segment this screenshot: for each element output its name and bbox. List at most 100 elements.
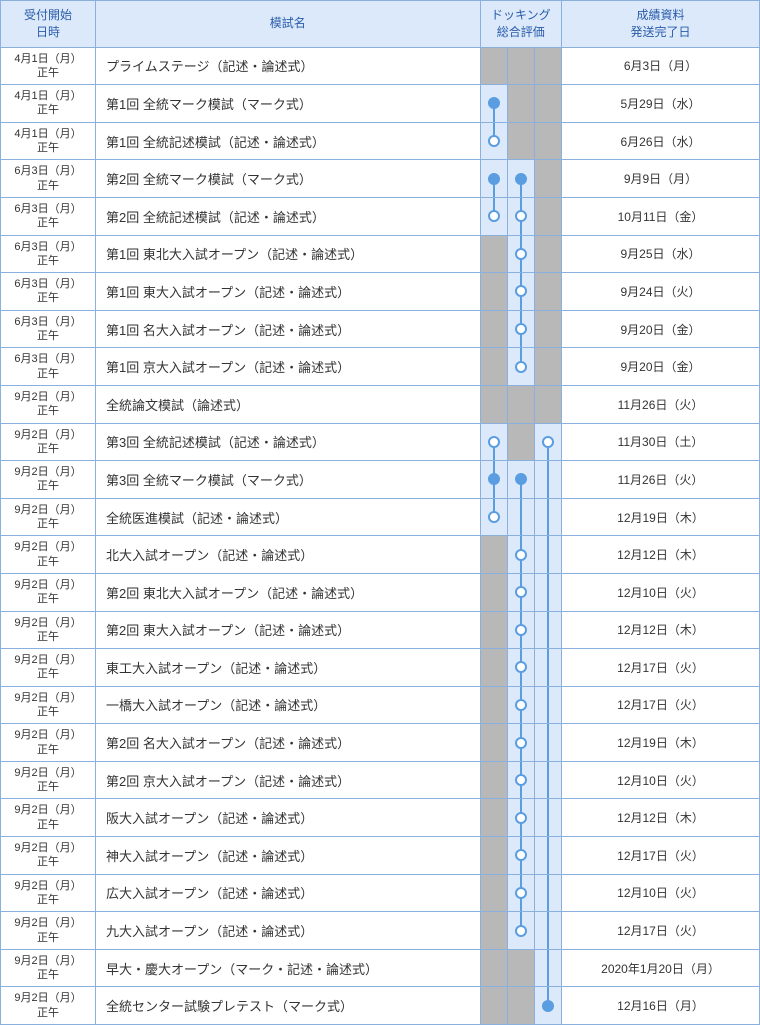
cell-result-date: 9月24日（火）: [562, 273, 760, 311]
docking-cell: [480, 273, 507, 311]
docking-cell: [507, 47, 534, 85]
docking-cell: [507, 310, 534, 348]
docking-cell: [534, 160, 561, 198]
docking-cell: [507, 85, 534, 123]
cell-reception-date: 6月3日（月）正午: [1, 348, 96, 386]
cell-result-date: 10月11日（金）: [562, 197, 760, 235]
docking-cell: [480, 686, 507, 724]
cell-exam-name: 第2回 京大入試オープン（記述・論述式）: [96, 761, 481, 799]
docking-cell: [534, 686, 561, 724]
docking-cell: [507, 724, 534, 762]
docking-cell: [507, 536, 534, 574]
cell-reception-date: 4月1日（月）正午: [1, 85, 96, 123]
cell-reception-date: 9月2日（月）正午: [1, 837, 96, 875]
table-row: 9月2日（月）正午一橋大入試オープン（記述・論述式）12月17日（火）: [1, 686, 760, 724]
cell-reception-date: 9月2日（月）正午: [1, 536, 96, 574]
table-row: 9月2日（月）正午第2回 名大入試オープン（記述・論述式）12月19日（木）: [1, 724, 760, 762]
marker-open-icon: [515, 323, 527, 335]
cell-exam-name: 第2回 東大入試オープン（記述・論述式）: [96, 611, 481, 649]
table-row: 9月2日（月）正午早大・慶大オープン（マーク・記述・論述式）2020年1月20日…: [1, 949, 760, 987]
docking-cell: [480, 536, 507, 574]
cell-reception-date: 9月2日（月）正午: [1, 799, 96, 837]
table-row: 6月3日（月）正午第1回 京大入試オープン（記述・論述式）9月20日（金）: [1, 348, 760, 386]
cell-exam-name: 阪大入試オープン（記述・論述式）: [96, 799, 481, 837]
cell-result-date: 6月3日（月）: [562, 47, 760, 85]
marker-open-icon: [488, 135, 500, 147]
docking-cell: [534, 724, 561, 762]
marker-open-icon: [515, 699, 527, 711]
docking-cell: [534, 649, 561, 687]
docking-cell: [480, 649, 507, 687]
docking-cell: [480, 423, 507, 461]
cell-reception-date: 4月1日（月）正午: [1, 47, 96, 85]
docking-cell: [480, 724, 507, 762]
cell-reception-date: 9月2日（月）正午: [1, 686, 96, 724]
docking-cell: [480, 987, 507, 1025]
table-row: 9月2日（月）正午北大入試オープン（記述・論述式）12月12日（木）: [1, 536, 760, 574]
table-row: 9月2日（月）正午第3回 全統マーク模試（マーク式）11月26日（火）: [1, 461, 760, 499]
header-result: 成績資料発送完了日: [562, 1, 760, 48]
docking-cell: [534, 799, 561, 837]
cell-reception-date: 6月3日（月）正午: [1, 273, 96, 311]
docking-cell: [534, 987, 561, 1025]
cell-reception-date: 9月2日（月）正午: [1, 461, 96, 499]
marker-filled-icon: [515, 173, 527, 185]
cell-exam-name: 九大入試オープン（記述・論述式）: [96, 912, 481, 950]
docking-cell: [507, 987, 534, 1025]
cell-exam-name: プライムステージ（記述・論述式）: [96, 47, 481, 85]
marker-open-icon: [515, 361, 527, 373]
cell-result-date: 11月26日（火）: [562, 385, 760, 423]
cell-result-date: 12月17日（火）: [562, 912, 760, 950]
cell-result-date: 9月9日（月）: [562, 160, 760, 198]
table-row: 9月2日（月）正午第2回 東大入試オープン（記述・論述式）12月12日（木）: [1, 611, 760, 649]
docking-cell: [534, 310, 561, 348]
marker-open-icon: [515, 248, 527, 260]
docking-cell: [534, 385, 561, 423]
cell-exam-name: 広大入試オープン（記述・論述式）: [96, 874, 481, 912]
docking-cell: [507, 912, 534, 950]
cell-reception-date: 9月2日（月）正午: [1, 649, 96, 687]
cell-reception-date: 9月2日（月）正午: [1, 385, 96, 423]
cell-result-date: 12月16日（月）: [562, 987, 760, 1025]
table-row: 9月2日（月）正午全統センター試験プレテスト（マーク式）12月16日（月）: [1, 987, 760, 1025]
marker-open-icon: [488, 210, 500, 222]
docking-cell: [507, 874, 534, 912]
docking-cell: [534, 912, 561, 950]
cell-result-date: 12月12日（木）: [562, 536, 760, 574]
docking-cell: [480, 498, 507, 536]
marker-filled-icon: [542, 1000, 554, 1012]
cell-exam-name: 一橋大入試オープン（記述・論述式）: [96, 686, 481, 724]
docking-cell: [534, 949, 561, 987]
cell-exam-name: 第3回 全統マーク模試（マーク式）: [96, 461, 481, 499]
table-row: 4月1日（月）正午第1回 全統マーク模試（マーク式）5月29日（水）: [1, 85, 760, 123]
docking-cell: [480, 799, 507, 837]
marker-filled-icon: [488, 473, 500, 485]
cell-exam-name: 第1回 京大入試オープン（記述・論述式）: [96, 348, 481, 386]
marker-open-icon: [515, 661, 527, 673]
cell-reception-date: 6月3日（月）正午: [1, 160, 96, 198]
docking-cell: [534, 874, 561, 912]
cell-result-date: 12月12日（木）: [562, 799, 760, 837]
docking-cell: [507, 197, 534, 235]
cell-exam-name: 第2回 名大入試オープン（記述・論述式）: [96, 724, 481, 762]
cell-result-date: 11月30日（土）: [562, 423, 760, 461]
docking-cell: [480, 912, 507, 950]
docking-cell: [534, 573, 561, 611]
cell-result-date: 12月19日（木）: [562, 724, 760, 762]
docking-cell: [480, 122, 507, 160]
docking-cell: [507, 235, 534, 273]
header-name: 模試名: [96, 1, 481, 48]
cell-reception-date: 9月2日（月）正午: [1, 874, 96, 912]
cell-reception-date: 6月3日（月）正午: [1, 310, 96, 348]
docking-cell: [480, 160, 507, 198]
cell-exam-name: 全統論文模試（論述式）: [96, 385, 481, 423]
marker-open-icon: [515, 812, 527, 824]
cell-result-date: 9月20日（金）: [562, 310, 760, 348]
cell-exam-name: 第1回 東北大入試オープン（記述・論述式）: [96, 235, 481, 273]
docking-cell: [507, 799, 534, 837]
cell-exam-name: 第3回 全統記述模試（記述・論述式）: [96, 423, 481, 461]
marker-open-icon: [515, 737, 527, 749]
cell-reception-date: 9月2日（月）正午: [1, 949, 96, 987]
marker-filled-icon: [488, 97, 500, 109]
table-row: 9月2日（月）正午広大入試オープン（記述・論述式）12月10日（火）: [1, 874, 760, 912]
